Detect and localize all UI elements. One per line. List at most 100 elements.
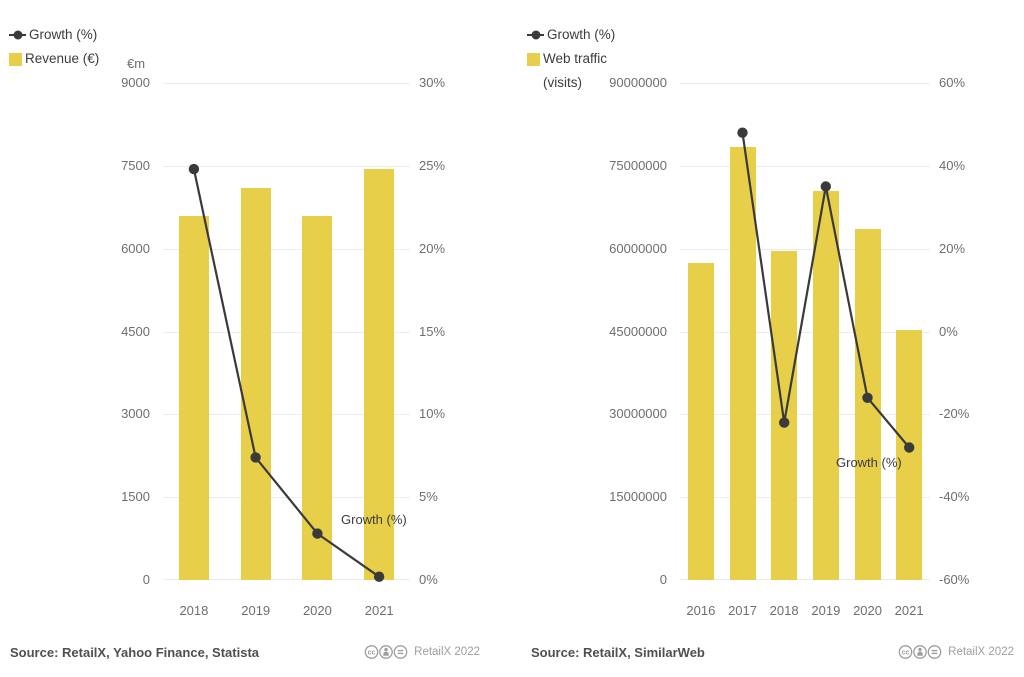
cc-nd-icon xyxy=(393,645,408,659)
growth-data-point xyxy=(737,127,748,138)
legend-label-revenue: Revenue (€) xyxy=(25,51,100,66)
legend-label-webtraffic: Web traffic (visits) xyxy=(543,51,608,90)
x-axis-tick-label: 2020 xyxy=(853,603,882,618)
gridline xyxy=(680,497,930,499)
chart-webtraffic-growth: Growth (%) Web traffic (visits) 90000000… xyxy=(512,0,1024,677)
legend-item-growth: Growth (%) xyxy=(9,23,99,47)
x-axis-tick-label: 2021 xyxy=(894,603,924,618)
line-dot-legend-icon xyxy=(9,30,26,40)
y-axis-tick-label: 1500 xyxy=(121,489,150,505)
gridline xyxy=(680,579,930,580)
plot-area-revenue: 9000 30% 7500 25% 6000 20% 4500 15% 3000 10% 1500 5… xyxy=(121,75,445,618)
credit-block: cc RetailX 2022 xyxy=(898,644,1014,660)
y-axis-tick-label: 45000000 xyxy=(609,323,667,339)
legend-item-revenue: Revenue (€) xyxy=(9,47,99,71)
legend-label-growth: Growth (%) xyxy=(547,27,616,42)
growth-line xyxy=(188,163,385,582)
svg-text:cc: cc xyxy=(902,649,910,656)
y-axis-tick-label: 0 xyxy=(142,572,150,587)
growth-data-point xyxy=(373,571,385,582)
dot-icon xyxy=(13,30,22,40)
x-axis-tick-label: 2021 xyxy=(364,603,394,618)
chart-revenue-growth: Growth (%) Revenue (€) €m 9000 30% 7500 25%… xyxy=(9,23,480,660)
gridline xyxy=(163,83,410,84)
secondary-y-axis-tick-label: -60% xyxy=(939,572,970,587)
bar xyxy=(729,146,756,580)
dot-icon xyxy=(531,30,540,40)
y-axis-tick-label: 90000000 xyxy=(609,75,667,90)
y-axis-tick-label: 7500 xyxy=(121,157,150,173)
y-axis-tick-label: 15000000 xyxy=(609,489,667,505)
legend: Growth (%) Web traffic (visits) xyxy=(527,23,615,95)
cc-by-nd-license-icons: cc xyxy=(898,645,942,659)
y-axis-tick-label: 0 xyxy=(659,572,667,587)
bar xyxy=(302,215,333,580)
gridline xyxy=(680,331,930,333)
secondary-y-axis-tick-label: 20% xyxy=(939,240,966,256)
bar xyxy=(687,262,714,580)
secondary-y-axis-tick-label: -20% xyxy=(939,406,970,422)
y-axis-tick-label: 3000 xyxy=(121,406,150,422)
gridline xyxy=(163,497,410,499)
y-axis-tick-label: 9000 xyxy=(121,75,150,90)
secondary-y-axis-tick-label: 0% xyxy=(419,572,438,587)
line-dot-legend-icon xyxy=(527,30,544,40)
bar xyxy=(240,187,271,580)
secondary-y-axis-tick-label: 10% xyxy=(419,406,446,422)
y-axis-tick-label: 30000000 xyxy=(609,406,667,422)
x-axis-tick-label: 2019 xyxy=(241,603,271,618)
x-axis-tick-label: 2019 xyxy=(811,603,841,618)
gridline xyxy=(163,165,410,167)
secondary-y-axis-tick-label: 60% xyxy=(939,75,966,90)
secondary-y-axis-tick-label: 15% xyxy=(419,323,446,339)
gridline xyxy=(680,248,930,250)
bar xyxy=(364,168,395,580)
x-axis-tick-label: 2017 xyxy=(728,603,757,618)
growth-data-point xyxy=(904,442,915,453)
legend-item-growth: Growth (%) xyxy=(527,23,615,47)
credit-block: cc RetailX 2022 xyxy=(364,644,480,660)
cc-nd-icon xyxy=(927,645,942,659)
chart-footer: Source: RetailX, SimilarWeb cc xyxy=(531,644,1014,660)
legend-item-webtraffic: Web traffic (visits) xyxy=(527,47,615,95)
legend-label-growth: Growth (%) xyxy=(29,27,98,42)
gridline xyxy=(163,579,410,580)
secondary-y-axis-tick-label: 5% xyxy=(419,489,438,505)
bar-swatch-icon xyxy=(527,53,540,66)
secondary-y-axis-tick-label: 20% xyxy=(419,240,446,256)
x-axis-tick-label: 2016 xyxy=(686,603,716,618)
credit-text: RetailX 2022 xyxy=(948,646,1014,658)
gridline xyxy=(163,331,410,333)
gridline xyxy=(680,83,930,84)
growth-data-point xyxy=(250,452,261,463)
secondary-y-axis-tick-label: 40% xyxy=(939,157,966,173)
y-axis-tick-label: 75000000 xyxy=(609,157,667,173)
bar xyxy=(178,215,209,580)
secondary-y-axis-tick-label: 0% xyxy=(939,323,958,339)
growth-line xyxy=(737,127,915,453)
credit-text: RetailX 2022 xyxy=(414,646,480,658)
bar xyxy=(854,229,881,580)
secondary-y-axis-tick-label: 25% xyxy=(419,157,446,173)
secondary-y-axis-tick-label: 30% xyxy=(419,75,446,90)
gridline xyxy=(163,414,410,416)
cc-icon xyxy=(898,645,913,659)
plot-area-webtraffic: 90000000 60% 75000000 40% 60000000 20% 4500000… xyxy=(609,75,969,618)
y-axis-tick-label: 6000 xyxy=(121,240,150,256)
left-axis-title: €m xyxy=(127,56,146,71)
growth-data-point xyxy=(820,181,831,192)
growth-line-annotation: Growth (%) xyxy=(341,512,407,527)
gridline xyxy=(680,414,930,416)
growth-data-point xyxy=(312,528,323,539)
growth-data-point xyxy=(862,392,873,403)
bar xyxy=(812,190,839,580)
bar-swatch-icon xyxy=(9,53,22,66)
bar xyxy=(896,330,923,580)
growth-data-point xyxy=(779,417,790,428)
gridline xyxy=(680,165,930,167)
legend: Growth (%) Revenue (€) xyxy=(9,23,99,71)
chart-footer: Source: RetailX, Yahoo Finance, Statista… xyxy=(10,644,480,660)
gridline xyxy=(163,248,410,250)
y-axis-tick-label: 60000000 xyxy=(609,240,667,256)
